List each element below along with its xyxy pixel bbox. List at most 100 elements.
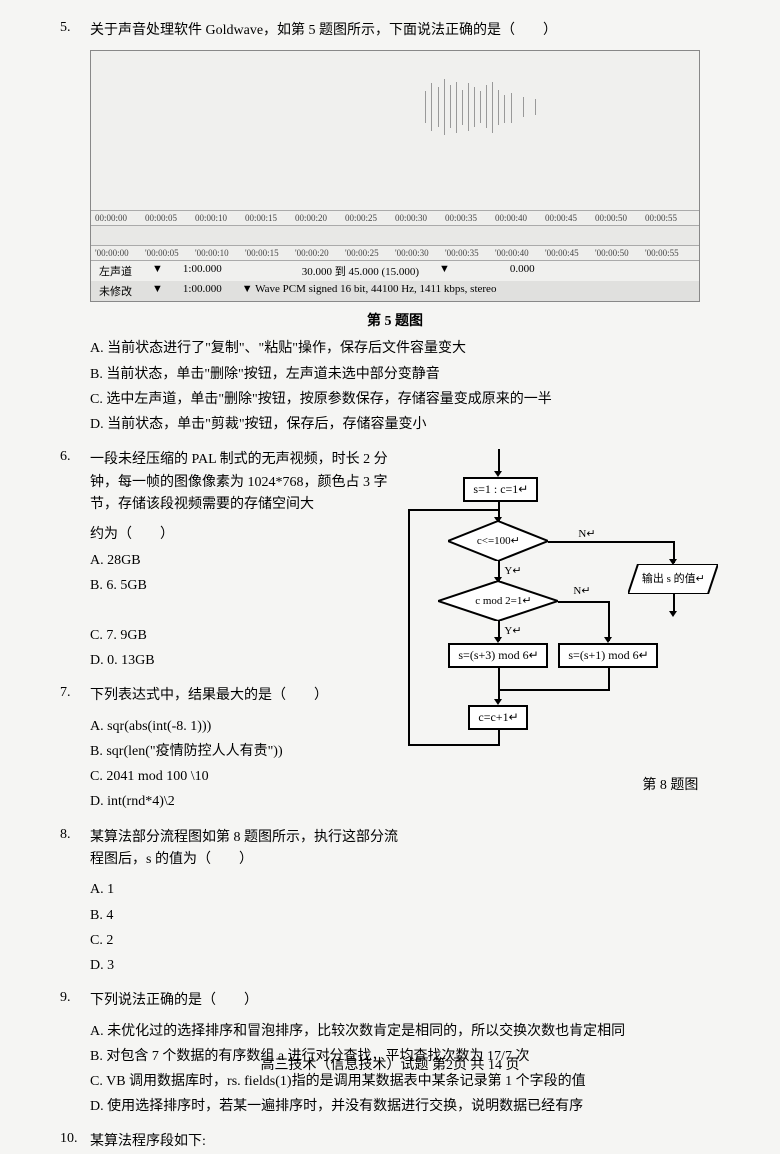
- fc-proc1-box: s=(s+3) mod 6↵: [448, 643, 548, 668]
- q8-option-c: C. 2: [90, 928, 408, 953]
- q8-figure-label: 第 8 题图: [642, 774, 698, 794]
- time-tick: '00:00:30: [395, 248, 445, 258]
- q5-text: 关于声音处理软件 Goldwave，如第 5 题图所示，下面说法正确的是（ ）: [90, 20, 730, 42]
- time-tick: '00:00:50: [595, 248, 645, 258]
- fc-cond2-text: c mod 2=1↵: [438, 581, 558, 621]
- q6-number: 6.: [60, 449, 90, 516]
- q5-figure-label: 第 5 题图: [60, 310, 730, 330]
- q7-options: A. sqr(abs(int(-8. 1))) B. sqr(len("疫情防控…: [90, 714, 408, 815]
- q9-header: 9. 下列说法正确的是（ ）: [60, 990, 730, 1012]
- time-tick: 00:00:40: [495, 213, 545, 223]
- q7-text: 下列表达式中，结果最大的是（ ）: [90, 685, 408, 707]
- time-value-2: 1:00.000: [183, 283, 222, 299]
- q8-options: A. 1 B. 4 C. 2 D. 3: [90, 877, 408, 978]
- time-tick: '00:00:05: [145, 248, 195, 258]
- question-5: 5. 关于声音处理软件 Goldwave，如第 5 题图所示，下面说法正确的是（…: [60, 20, 730, 437]
- waveform-upper: [91, 51, 699, 211]
- time-tick: 00:00:15: [245, 213, 295, 223]
- q5-option-c: C. 选中左声道，单击"删除"按钮，按原参数保存，存储容量变成原来的一半: [90, 387, 730, 412]
- q6-8-layout: 6. 一段未经压缩的 PAL 制式的无声视频，时长 2 分钟，每一帧的图像像素为…: [60, 449, 730, 990]
- time-tick: '00:00:55: [645, 248, 695, 258]
- question-6: 6. 一段未经压缩的 PAL 制式的无声视频，时长 2 分钟，每一帧的图像像素为…: [60, 449, 408, 673]
- q6-option-b: B. 6. 5GB: [90, 573, 250, 598]
- q5-option-d: D. 当前状态，单击"剪裁"按钮，保存后，存储容量变小: [90, 412, 730, 437]
- fc-cond1-diamond: c<=100↵: [448, 521, 548, 561]
- q6-options: A. 28GB B. 6. 5GB C. 7. 9GB D. 0. 13GB: [90, 548, 408, 674]
- time-tick: 00:00:00: [95, 213, 145, 223]
- fc-init-box: s=1 : c=1↵: [463, 477, 538, 502]
- fc-output-box: 输出 s 的值↵: [628, 564, 718, 594]
- left-channel-label: 左声道: [99, 263, 132, 279]
- fc-cond2-diamond: c mod 2=1↵: [438, 581, 558, 621]
- q6-option-a: A. 28GB: [90, 548, 250, 573]
- q9-option-d: D. 使用选择排序时，若某一遍排序时，并没有数据进行交换，说明数据已经有序: [90, 1094, 730, 1119]
- q6-8-left-column: 6. 一段未经压缩的 PAL 制式的无声视频，时长 2 分钟，每一帧的图像像素为…: [60, 449, 408, 990]
- question-10: 10. 某算法程序段如下:: [60, 1131, 730, 1153]
- q8-option-b: B. 4: [90, 903, 408, 928]
- wave-signal: [425, 75, 547, 155]
- flowchart-column: s=1 : c=1↵ c<=100↵ N↵ 输出 s 的值↵: [418, 449, 730, 990]
- time-tick: '00:00:25: [345, 248, 395, 258]
- q8-number: 8.: [60, 827, 90, 872]
- fc-label-y2: Y↵: [504, 624, 521, 637]
- q7-header: 7. 下列表达式中，结果最大的是（ ）: [60, 685, 408, 707]
- time-tick: 00:00:55: [645, 213, 695, 223]
- q5-option-b: B. 当前状态，单击"删除"按钮，左声道未选中部分变静音: [90, 362, 730, 387]
- time-tick: 00:00:50: [595, 213, 645, 223]
- time-tick: 00:00:05: [145, 213, 195, 223]
- flowchart: s=1 : c=1↵ c<=100↵ N↵ 输出 s 的值↵: [418, 449, 718, 789]
- time-value: 1:00.000: [183, 263, 222, 279]
- time-tick: '00:00:15: [245, 248, 295, 258]
- time-tick: '00:00:40: [495, 248, 545, 258]
- time-tick: 00:00:35: [445, 213, 495, 223]
- unmodified-label: 未修改: [99, 283, 132, 299]
- fc-label-n2: N↵: [573, 584, 590, 597]
- time-tick: 00:00:25: [345, 213, 395, 223]
- time-tick: 00:00:10: [195, 213, 245, 223]
- time-ruler-1: 00:00:00 00:00:05 00:00:10 00:00:15 00:0…: [91, 211, 699, 226]
- q7-option-a: A. sqr(abs(int(-8. 1))): [90, 714, 408, 739]
- q5-option-a: A. 当前状态进行了"复制"、"粘贴"操作，保存后文件容量变大: [90, 336, 730, 361]
- fc-cond1-text: c<=100↵: [448, 521, 548, 561]
- q5-header: 5. 关于声音处理软件 Goldwave，如第 5 题图所示，下面说法正确的是（…: [60, 20, 730, 42]
- time-ruler-2: '00:00:00 '00:00:05 '00:00:10 '00:00:15 …: [91, 246, 699, 261]
- info-bar-2: 未修改 ▼ 1:00.000 ▼ Wave PCM signed 16 bit,…: [91, 281, 699, 301]
- q9-number: 9.: [60, 990, 90, 1012]
- q6-option-d: D. 0. 13GB: [90, 648, 250, 673]
- q7-option-c: C. 2041 mod 100 \10: [90, 764, 408, 789]
- waveform-lower: [91, 226, 699, 246]
- time-tick: 00:00:20: [295, 213, 345, 223]
- fc-output-text: 输出 s 的值↵: [628, 564, 718, 594]
- q7-number: 7.: [60, 685, 90, 707]
- q6-text2: 约为（ ）: [90, 522, 408, 547]
- waveform-screenshot: 00:00:00 00:00:05 00:00:10 00:00:15 00:0…: [90, 50, 700, 302]
- fc-label-n1: N↵: [578, 527, 595, 540]
- fc-label-y1: Y↵: [504, 564, 521, 577]
- q8-option-d: D. 3: [90, 953, 408, 978]
- page-footer: 高三技术（信息技术）试题 第2页 共 14 页: [0, 1054, 780, 1074]
- fc-proc3-box: c=c+1↵: [468, 705, 528, 730]
- q10-number: 10.: [60, 1131, 90, 1153]
- q8-option-a: A. 1: [90, 877, 408, 902]
- time-tick: 00:00:30: [395, 213, 445, 223]
- q7-option-d: D. int(rnd*4)\2: [90, 789, 408, 814]
- q10-header: 10. 某算法程序段如下:: [60, 1131, 730, 1153]
- time-tick: 00:00:45: [545, 213, 595, 223]
- q6-header: 6. 一段未经压缩的 PAL 制式的无声视频，时长 2 分钟，每一帧的图像像素为…: [60, 449, 408, 516]
- question-8: 8. 某算法部分流程图如第 8 题图所示，执行这部分流程图后，s 的值为（ ） …: [60, 827, 408, 979]
- format-value: ▼ Wave PCM signed 16 bit, 44100 Hz, 1411…: [242, 283, 497, 299]
- selection-value: 30.000 到 45.000 (15.000): [302, 263, 419, 279]
- time-tick: '00:00:00: [95, 248, 145, 258]
- time-tick: '00:00:10: [195, 248, 245, 258]
- q5-options: A. 当前状态进行了"复制"、"粘贴"操作，保存后文件容量变大 B. 当前状态，…: [90, 336, 730, 437]
- info-bar-1: 左声道 ▼ 1:00.000 30.000 到 45.000 (15.000) …: [91, 261, 699, 281]
- q8-text: 某算法部分流程图如第 8 题图所示，执行这部分流程图后，s 的值为（ ）: [90, 827, 408, 872]
- q5-number: 5.: [60, 20, 90, 42]
- q8-header: 8. 某算法部分流程图如第 8 题图所示，执行这部分流程图后，s 的值为（ ）: [60, 827, 408, 872]
- time-tick: '00:00:20: [295, 248, 345, 258]
- q6-option-c: C. 7. 9GB: [90, 623, 250, 648]
- question-7: 7. 下列表达式中，结果最大的是（ ） A. sqr(abs(int(-8. 1…: [60, 685, 408, 814]
- zero-value: 0.000: [510, 263, 535, 279]
- fc-proc2-box: s=(s+1) mod 6↵: [558, 643, 658, 668]
- q10-text: 某算法程序段如下:: [90, 1131, 730, 1153]
